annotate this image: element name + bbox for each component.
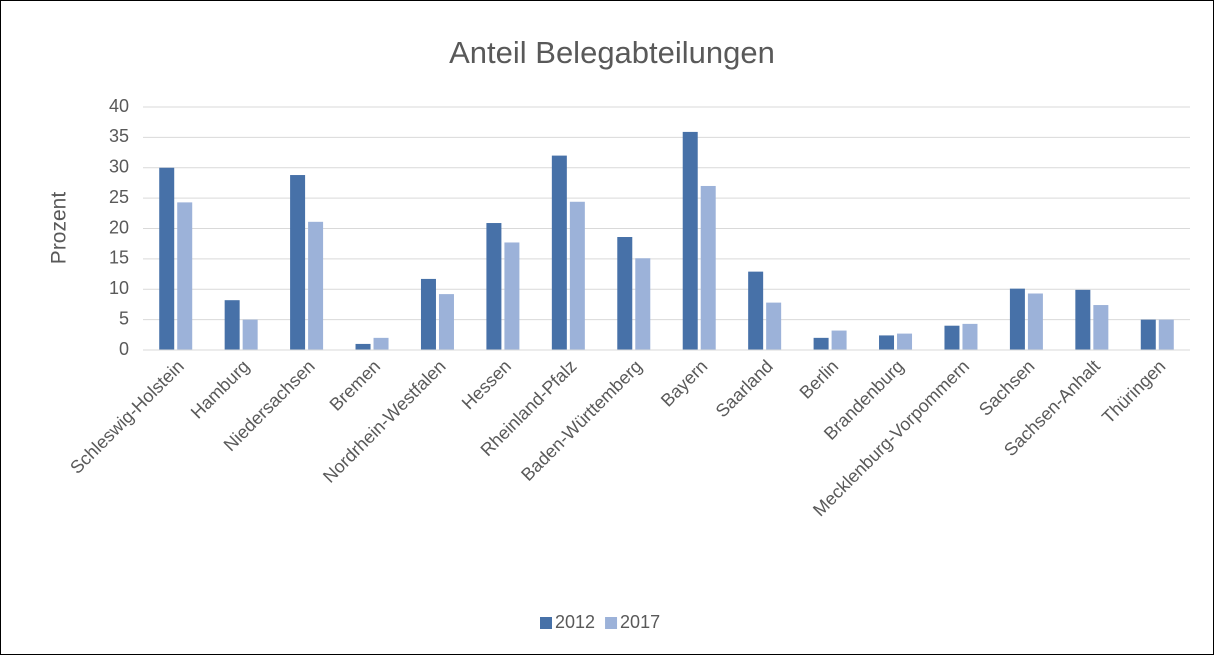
bar bbox=[1140, 319, 1156, 350]
bar bbox=[177, 202, 193, 350]
y-tick-label: 25 bbox=[109, 187, 129, 207]
bar bbox=[682, 131, 698, 350]
bar bbox=[242, 319, 258, 350]
bar bbox=[879, 335, 895, 350]
bar bbox=[438, 294, 454, 350]
bar bbox=[355, 343, 371, 350]
bar bbox=[1009, 288, 1025, 350]
y-axis-label: Prozent bbox=[48, 192, 71, 265]
legend-label: 2012 bbox=[555, 612, 595, 632]
bar bbox=[224, 300, 240, 350]
bar bbox=[635, 258, 651, 350]
bar bbox=[569, 201, 585, 350]
y-tick-label: 40 bbox=[109, 96, 129, 116]
y-tick-label: 0 bbox=[119, 339, 129, 359]
chart-title: Anteil Belegabteilungen bbox=[449, 35, 775, 70]
bar bbox=[1093, 305, 1109, 350]
y-tick-label: 10 bbox=[109, 278, 129, 298]
y-tick-label: 15 bbox=[109, 248, 129, 268]
bar bbox=[617, 237, 633, 350]
bar bbox=[766, 302, 782, 350]
bar bbox=[486, 223, 502, 350]
bar bbox=[420, 278, 436, 350]
legend-swatch bbox=[540, 617, 552, 629]
y-tick-label: 20 bbox=[109, 217, 129, 237]
bar bbox=[504, 242, 520, 350]
legend-swatch bbox=[605, 617, 618, 629]
bar bbox=[831, 330, 847, 350]
bar bbox=[700, 185, 716, 350]
bar bbox=[962, 323, 978, 350]
bar bbox=[813, 337, 829, 350]
bar bbox=[373, 337, 389, 350]
bar bbox=[1075, 289, 1091, 350]
bar bbox=[897, 333, 913, 350]
bar bbox=[944, 325, 960, 350]
bar bbox=[159, 167, 175, 350]
bar bbox=[551, 155, 567, 350]
legend-label: 2017 bbox=[620, 612, 660, 632]
y-tick-label: 5 bbox=[119, 308, 129, 328]
bar bbox=[748, 271, 764, 350]
bar bbox=[290, 175, 306, 350]
y-tick-label: 35 bbox=[109, 126, 129, 146]
y-tick-label: 30 bbox=[109, 157, 129, 177]
bar bbox=[308, 221, 324, 350]
bar bbox=[1027, 293, 1043, 350]
bar bbox=[1158, 319, 1174, 350]
